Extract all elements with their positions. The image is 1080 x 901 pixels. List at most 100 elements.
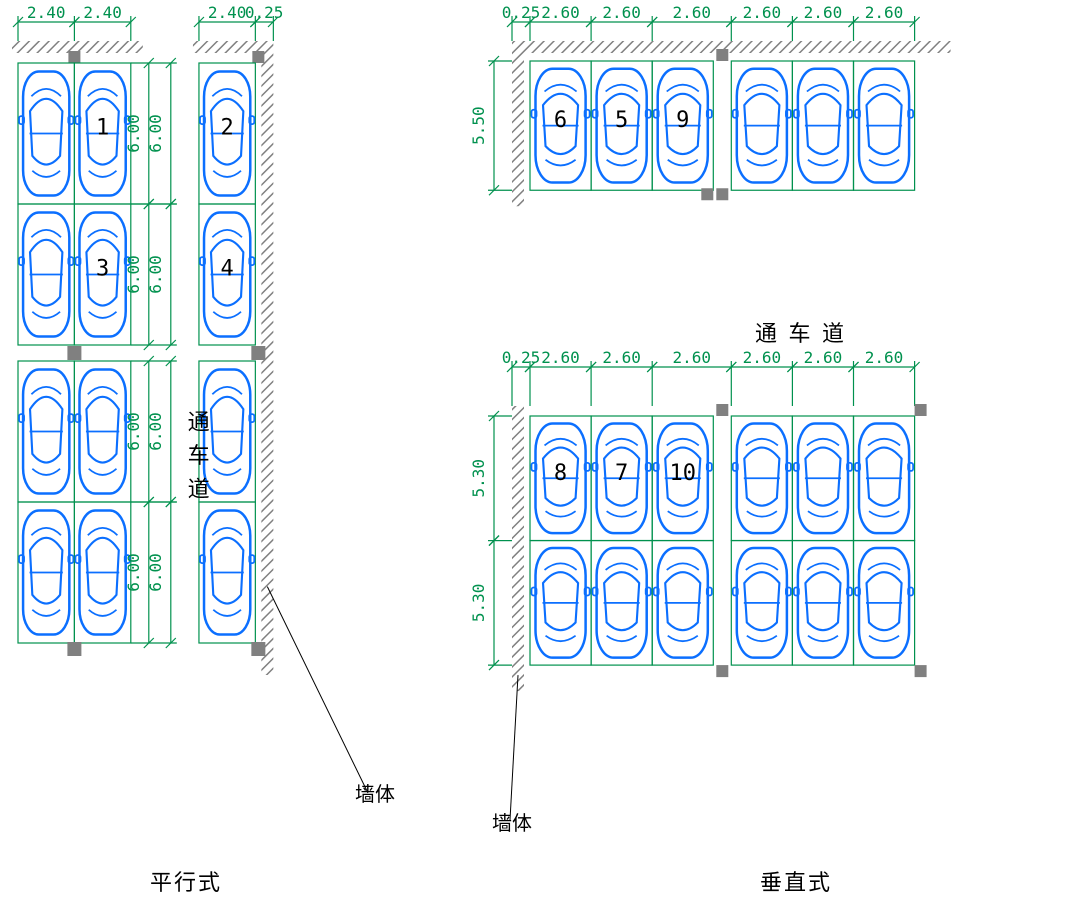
slot-number: 2 — [221, 115, 234, 140]
dimension: 6.00 — [146, 356, 176, 507]
car-icon — [19, 212, 73, 336]
slot-number: 10 — [670, 461, 697, 486]
pillar — [251, 642, 265, 656]
svg-text:0.25: 0.25 — [502, 3, 541, 22]
svg-text:2.60: 2.60 — [804, 3, 843, 22]
svg-text:2.40: 2.40 — [208, 3, 247, 22]
svg-text:6.00: 6.00 — [146, 412, 165, 451]
dimension: 2.40 — [13, 3, 79, 27]
car-icon — [733, 69, 791, 183]
svg-text:6.00: 6.00 — [146, 114, 165, 153]
pillar — [251, 346, 265, 360]
car-icon — [855, 548, 913, 658]
dimension: 2.40 — [69, 3, 135, 27]
svg-text:0.25: 0.25 — [245, 3, 284, 22]
car-icon — [531, 548, 589, 658]
svg-text:6.00: 6.00 — [124, 553, 143, 592]
svg-text:6.00: 6.00 — [146, 553, 165, 592]
pillar — [915, 404, 927, 416]
svg-text:2.60: 2.60 — [602, 348, 641, 367]
dimension: 2.60 — [726, 3, 797, 27]
slot-number: 6 — [554, 108, 567, 133]
svg-text:2.60: 2.60 — [541, 348, 580, 367]
car-icon — [75, 369, 129, 493]
car-icon — [733, 548, 791, 658]
svg-text:2.40: 2.40 — [27, 3, 66, 22]
car-icon — [733, 423, 791, 533]
slot-number: 1 — [96, 115, 109, 140]
svg-text:5.30: 5.30 — [469, 459, 488, 498]
slot-number: 3 — [96, 256, 109, 281]
svg-text:2.60: 2.60 — [865, 3, 904, 22]
pillar — [68, 51, 80, 63]
svg-text:2.60: 2.60 — [672, 348, 711, 367]
svg-text:2.60: 2.60 — [865, 348, 904, 367]
car-icon — [794, 423, 852, 533]
dimension: 2.60 — [647, 348, 736, 372]
dimension: 2.60 — [726, 348, 797, 372]
svg-text:5.50: 5.50 — [469, 106, 488, 145]
dimension: 0.25 — [245, 3, 284, 27]
dimension: 6.00 — [146, 58, 176, 209]
dimension: 2.60 — [787, 348, 858, 372]
car-icon — [19, 71, 73, 195]
wall-label-left: 墙体 — [355, 778, 395, 807]
pillar — [252, 51, 264, 63]
pillar — [67, 642, 81, 656]
dimension: 5.30 — [469, 411, 499, 546]
dimension: 2.60 — [849, 348, 920, 372]
svg-text:6.00: 6.00 — [124, 412, 143, 451]
car-icon — [19, 510, 73, 634]
dimension: 2.60 — [787, 3, 858, 27]
car-icon — [794, 69, 852, 183]
svg-text:5.30: 5.30 — [469, 584, 488, 623]
title-perpendicular: 垂直式 — [760, 865, 832, 897]
svg-text:2.60: 2.60 — [804, 348, 843, 367]
pillar — [701, 188, 713, 200]
svg-text:2.60: 2.60 — [672, 3, 711, 22]
svg-text:2.60: 2.60 — [541, 3, 580, 22]
car-icon — [75, 510, 129, 634]
svg-text:2.40: 2.40 — [83, 3, 122, 22]
svg-text:6.00: 6.00 — [124, 114, 143, 153]
dimension: 5.50 — [469, 56, 499, 195]
corridor-label-left: 通 车 道 — [182, 410, 211, 502]
slot-number: 8 — [554, 461, 567, 486]
svg-text:2.60: 2.60 — [743, 3, 782, 22]
slot-number: 4 — [221, 256, 234, 281]
corridor-label-right: 通 车 道 — [755, 320, 847, 349]
svg-text:6.00: 6.00 — [146, 255, 165, 294]
wall-label-right: 墙体 — [492, 807, 532, 836]
pillar — [716, 665, 728, 677]
car-icon — [855, 69, 913, 183]
dimension: 0.25 — [502, 3, 541, 27]
wall — [524, 41, 951, 53]
pillar — [915, 665, 927, 677]
wall — [512, 406, 524, 691]
dimension: 6.00 — [146, 199, 176, 350]
pillar — [716, 188, 728, 200]
car-icon — [19, 369, 73, 493]
diagram-canvas: 2.402.402.400.256.006.006.006.006.006.00… — [0, 0, 1080, 901]
pillar — [67, 346, 81, 360]
car-icon — [654, 548, 712, 658]
slot-number: 9 — [676, 108, 689, 133]
slot-number: 7 — [615, 461, 628, 486]
dimension: 6.00 — [146, 497, 176, 648]
dimension: 2.60 — [647, 3, 736, 27]
wall — [512, 41, 524, 206]
dimension: 2.60 — [849, 3, 920, 27]
dimension: 2.60 — [586, 3, 657, 27]
pillar — [716, 49, 728, 61]
dimension: 0.25 — [502, 348, 541, 372]
svg-text:0.25: 0.25 — [502, 348, 541, 367]
dimension: 5.30 — [469, 536, 499, 671]
title-parallel: 平行式 — [150, 865, 222, 897]
car-icon — [794, 548, 852, 658]
svg-text:2.60: 2.60 — [743, 348, 782, 367]
dimension: 2.60 — [586, 348, 657, 372]
car-icon — [200, 510, 254, 634]
car-icon — [855, 423, 913, 533]
car-icon — [593, 548, 651, 658]
slot-number: 5 — [615, 108, 628, 133]
